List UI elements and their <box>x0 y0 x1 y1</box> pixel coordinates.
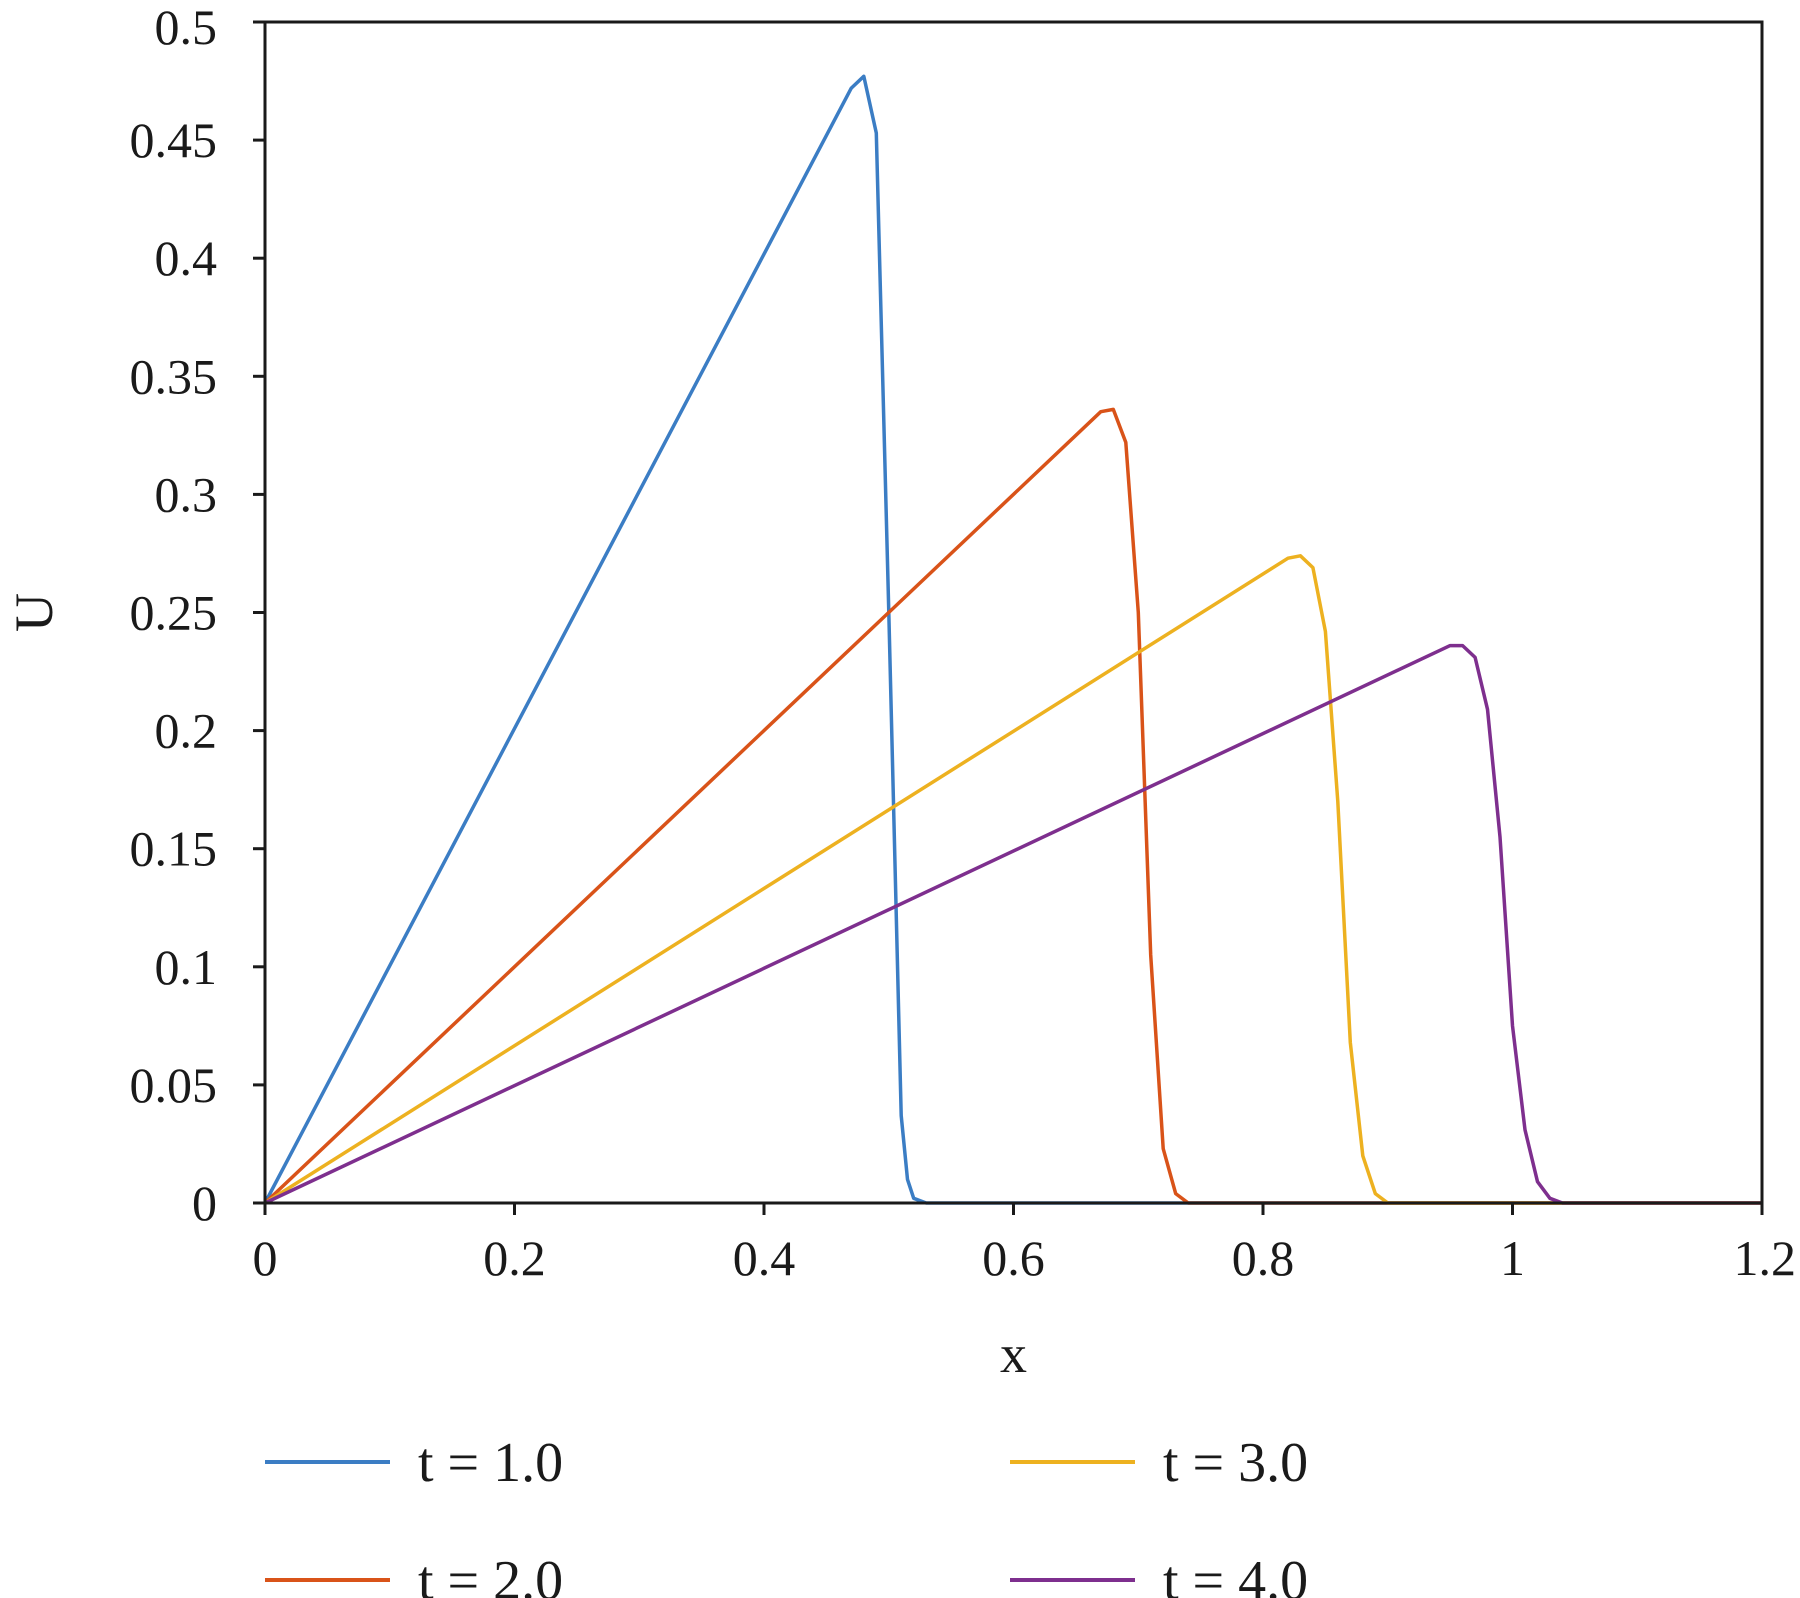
series-line-4 <box>264 643 1762 1205</box>
y-tick-label: 0.15 <box>130 821 218 877</box>
legend-item: t = 2.0 <box>265 1550 563 1598</box>
y-tick-label: 0 <box>192 1175 217 1231</box>
y-tick-label: 0.5 <box>155 0 218 55</box>
x-axis-title: x <box>1000 1324 1027 1384</box>
y-tick-label: 0.25 <box>130 585 218 641</box>
series-line-1 <box>263 74 1762 1205</box>
legend-label: t = 4.0 <box>1163 1550 1308 1598</box>
x-tick-label: 0.2 <box>483 1230 546 1286</box>
y-tick-label: 0.35 <box>130 348 218 404</box>
plot-frame <box>263 20 1764 1205</box>
legend-label: t = 1.0 <box>418 1432 563 1494</box>
y-tick-label: 0.1 <box>155 939 218 995</box>
series-layer <box>263 74 1762 1205</box>
legend-label: t = 2.0 <box>418 1550 563 1598</box>
legend-item: t = 3.0 <box>1010 1432 1308 1494</box>
legend-label: t = 3.0 <box>1163 1432 1308 1494</box>
legend-item: t = 1.0 <box>265 1432 563 1494</box>
y-axis-title: U <box>4 593 64 632</box>
series-line-3 <box>264 554 1762 1205</box>
y-tick-label: 0.2 <box>155 703 218 759</box>
x-axis: 0 0.2 0.4 0.6 0.8 1 1.2 <box>253 1203 1797 1286</box>
x-tick-label: 0.4 <box>733 1230 796 1286</box>
series-line-2 <box>263 407 1762 1205</box>
x-tick-label: 0 <box>253 1230 278 1286</box>
x-tick-label: 1.2 <box>1734 1230 1797 1286</box>
x-tick-label: 0.8 <box>1232 1230 1295 1286</box>
y-tick-label: 0.05 <box>130 1057 218 1113</box>
x-tick-label: 1 <box>1500 1230 1525 1286</box>
x-tick-label: 0.6 <box>982 1230 1045 1286</box>
legend: t = 1.0 t = 2.0 t = 3.0 t = 4.0 <box>265 1432 1308 1598</box>
legend-item: t = 4.0 <box>1010 1550 1308 1598</box>
y-tick-label: 0.4 <box>155 230 218 286</box>
y-axis: 0 0.05 0.1 0.15 0.2 0.25 0.3 0.35 0.4 0.45 0.5 <box>130 0 265 1231</box>
y-tick-label: 0.45 <box>130 112 218 168</box>
y-tick-label: 0.3 <box>155 466 218 522</box>
